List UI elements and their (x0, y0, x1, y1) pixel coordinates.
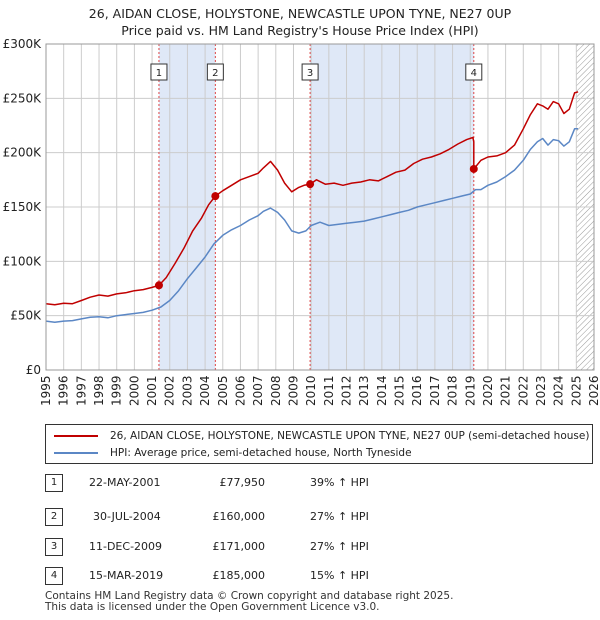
x-tick-label: 2021 (499, 375, 513, 406)
transaction-number-badge: 1 (45, 474, 63, 492)
transaction-row: 2 30-JUL-2004 £160,000 27% ↑ HPI (45, 508, 595, 528)
sale-marker-number: 2 (212, 68, 218, 79)
x-tick-label: 2008 (269, 375, 283, 406)
transaction-row: 3 11-DEC-2009 £171,000 27% ↑ HPI (45, 538, 595, 558)
x-tick-label: 2014 (375, 375, 389, 406)
sale-point (306, 180, 315, 189)
x-tick-label: 2013 (357, 375, 371, 406)
transaction-hpi-change: 27% ↑ HPI (310, 540, 369, 553)
x-tick-label: 2003 (180, 375, 194, 406)
x-tick-label: 2022 (516, 375, 530, 406)
chart-title: 26, AIDAN CLOSE, HOLYSTONE, NEWCASTLE UP… (88, 6, 512, 21)
x-tick-label: 2012 (340, 375, 354, 406)
sale-point (211, 192, 220, 201)
x-tick-label: 2009 (286, 375, 300, 406)
x-tick-label: 2019 (463, 375, 477, 406)
x-tick-label: 2017 (428, 375, 442, 406)
y-tick-label: £200K (3, 146, 43, 160)
x-tick-label: 2023 (534, 375, 548, 406)
y-tick-label: £50K (10, 309, 42, 323)
hpi-line (45, 128, 579, 323)
x-tick-label: 1999 (110, 375, 124, 406)
x-tick-label: 1998 (92, 375, 106, 406)
x-tick-label: 2010 (304, 375, 318, 406)
legend: 26, AIDAN CLOSE, HOLYSTONE, NEWCASTLE UP… (45, 424, 593, 464)
footer-copyright: Contains HM Land Registry data © Crown c… (45, 590, 454, 602)
x-tick-label: 2004 (198, 375, 212, 406)
legend-item-hpi: HPI: Average price, semi-detached house,… (54, 445, 412, 461)
x-tick-label: 2018 (446, 375, 460, 406)
x-tick-label: 2002 (163, 375, 177, 406)
transaction-number-badge: 3 (45, 538, 63, 556)
sale-marker-box (150, 63, 168, 81)
x-tick-label: 2026 (587, 375, 600, 406)
transaction-hpi-change: 27% ↑ HPI (310, 510, 369, 523)
transaction-row: 1 22-MAY-2001 £77,950 39% ↑ HPI (45, 474, 595, 494)
chart-subtitle: Price paid vs. HM Land Registry's House … (121, 23, 479, 38)
x-tick-label: 1996 (57, 375, 71, 406)
sale-marker-number: 3 (307, 68, 313, 79)
sale-marker-box (206, 63, 224, 81)
x-tick-label: 1995 (39, 375, 53, 406)
x-tick-label: 2025 (569, 375, 583, 406)
x-tick-label: 2007 (251, 375, 265, 406)
y-tick-label: £100K (3, 254, 43, 268)
transaction-price: £185,000 (212, 569, 266, 582)
x-tick-label: 2001 (145, 375, 159, 406)
transaction-date: 30-JUL-2004 (93, 510, 161, 523)
sale-marker-number: 4 (471, 68, 477, 79)
sale-point (154, 281, 163, 290)
sale-marker-number: 1 (156, 68, 162, 79)
legend-hpi-label: HPI: Average price, semi-detached house,… (110, 447, 412, 459)
sale-point (469, 164, 478, 173)
transaction-date: 15-MAR-2019 (89, 569, 164, 582)
sale-marker-box (465, 63, 483, 81)
transaction-date: 11-DEC-2009 (89, 540, 163, 553)
legend-hpi-swatch (54, 452, 98, 454)
transaction-price: £171,000 (212, 540, 266, 553)
x-tick-label: 2005 (216, 375, 230, 406)
transaction-date: 22-MAY-2001 (89, 476, 161, 489)
x-tick-label: 2015 (393, 375, 407, 406)
transaction-number-badge: 2 (45, 508, 63, 526)
legend-property-swatch (54, 435, 98, 437)
transaction-hpi-change: 39% ↑ HPI (310, 476, 369, 489)
y-tick-label: £300K (3, 37, 43, 51)
y-tick-label: £150K (3, 200, 43, 214)
x-tick-label: 2020 (481, 375, 495, 406)
y-tick-label: £0 (26, 363, 41, 377)
x-tick-label: 2006 (233, 375, 247, 406)
x-tick-label: 2000 (127, 375, 141, 406)
transaction-price: £77,950 (219, 476, 266, 489)
x-tick-label: 2011 (322, 375, 336, 406)
footer-license: This data is licensed under the Open Gov… (45, 601, 380, 613)
sale-marker-box (301, 63, 319, 81)
plot-border (45, 43, 595, 371)
legend-item-property: 26, AIDAN CLOSE, HOLYSTONE, NEWCASTLE UP… (54, 428, 589, 444)
legend-property-label: 26, AIDAN CLOSE, HOLYSTONE, NEWCASTLE UP… (110, 430, 590, 442)
transaction-number-badge: 4 (45, 567, 63, 585)
y-tick-label: £250K (3, 91, 43, 105)
transaction-price: £160,000 (212, 510, 266, 523)
transaction-row: 4 15-MAR-2019 £185,000 15% ↑ HPI (45, 567, 595, 587)
x-tick-label: 2024 (552, 375, 566, 406)
x-tick-label: 1997 (74, 375, 88, 406)
transaction-hpi-change: 15% ↑ HPI (310, 569, 369, 582)
x-tick-label: 2016 (410, 375, 424, 406)
property-price-line (45, 91, 579, 306)
